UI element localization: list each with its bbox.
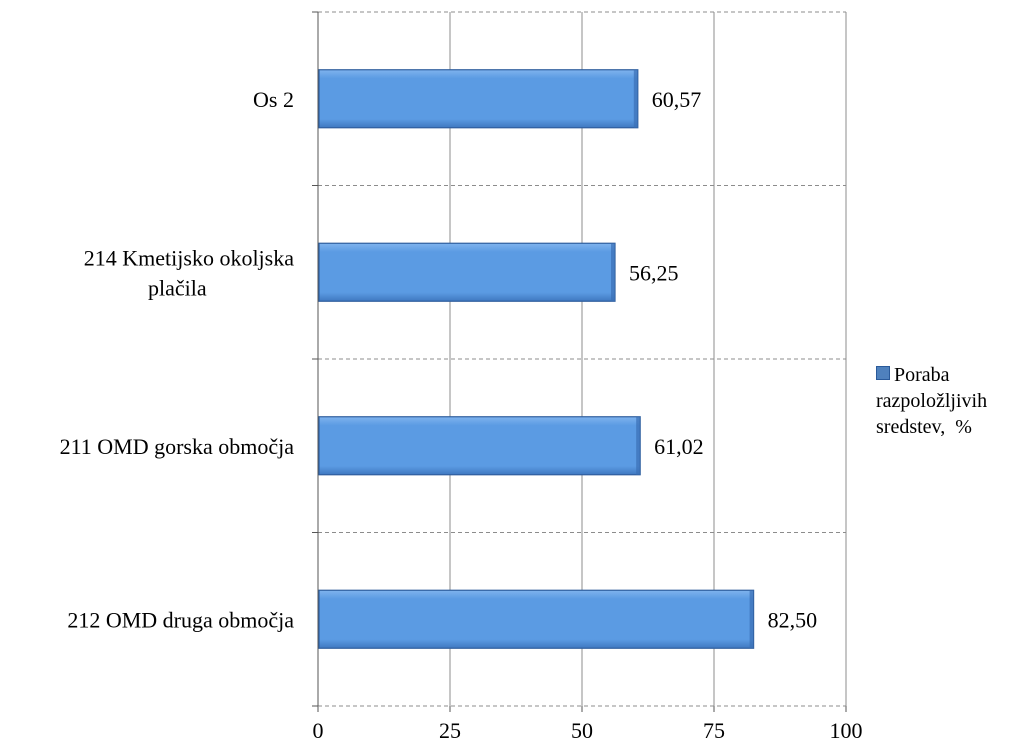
- x-tick-label: 0: [313, 718, 324, 743]
- bar: [318, 242, 616, 302]
- bar-edge: [749, 590, 754, 649]
- data-label: 60,57: [652, 87, 702, 112]
- category-label: Os 2: [253, 87, 294, 112]
- legend-entry: Poraba: [876, 362, 1034, 388]
- x-tick-label: 75: [703, 718, 725, 743]
- data-label: 61,02: [654, 434, 704, 459]
- bar-edge: [611, 243, 615, 302]
- data-label: 56,25: [629, 260, 679, 285]
- legend-line-1: Poraba: [894, 364, 950, 386]
- legend: Poraba razpoložljivih sredstev, %: [876, 362, 1034, 440]
- x-tick-label: 25: [439, 718, 461, 743]
- category-label: 211 OMD gorska območja: [60, 434, 295, 459]
- category-label: plačila: [148, 275, 207, 300]
- bar: [318, 416, 641, 476]
- legend-line-3: sredstev, %: [876, 416, 972, 438]
- bar: [318, 69, 639, 129]
- bar-edge: [636, 416, 641, 475]
- category-label: 214 Kmetijsko okoljska: [84, 245, 294, 270]
- x-tick-label: 50: [571, 718, 593, 743]
- legend-swatch: [876, 366, 890, 380]
- x-tick-label: 100: [830, 718, 863, 743]
- bar: [318, 589, 755, 649]
- legend-line-2: razpoložljivih: [876, 390, 988, 412]
- data-label: 82,50: [768, 607, 818, 632]
- bar-edge: [633, 69, 638, 128]
- category-label: 212 OMD druga območja: [67, 607, 294, 632]
